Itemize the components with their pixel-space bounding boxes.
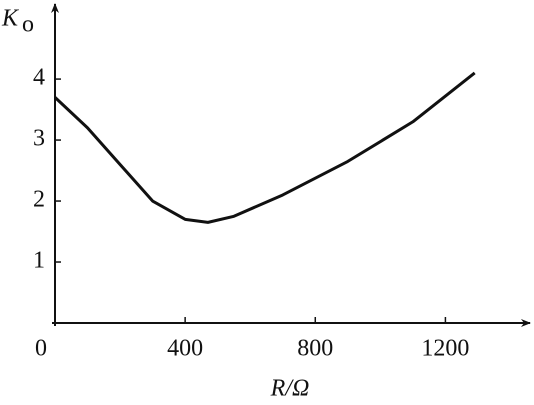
x-tick-label: 0: [35, 336, 47, 362]
x-axis-label: R/Ω: [270, 376, 310, 402]
y-tick-label: 2: [33, 187, 45, 213]
x-tick-label: 1200: [421, 336, 469, 362]
y-tick-label: 1: [33, 248, 45, 274]
y-tick-label: 3: [33, 126, 45, 152]
y-axis-label: K: [1, 6, 20, 32]
x-tick-label: 400: [167, 336, 203, 362]
y-tick-label: 4: [33, 65, 45, 91]
x-tick-label: 800: [297, 336, 333, 362]
line-series: [53, 71, 476, 224]
y-axis-label-subscript: o: [22, 12, 34, 38]
